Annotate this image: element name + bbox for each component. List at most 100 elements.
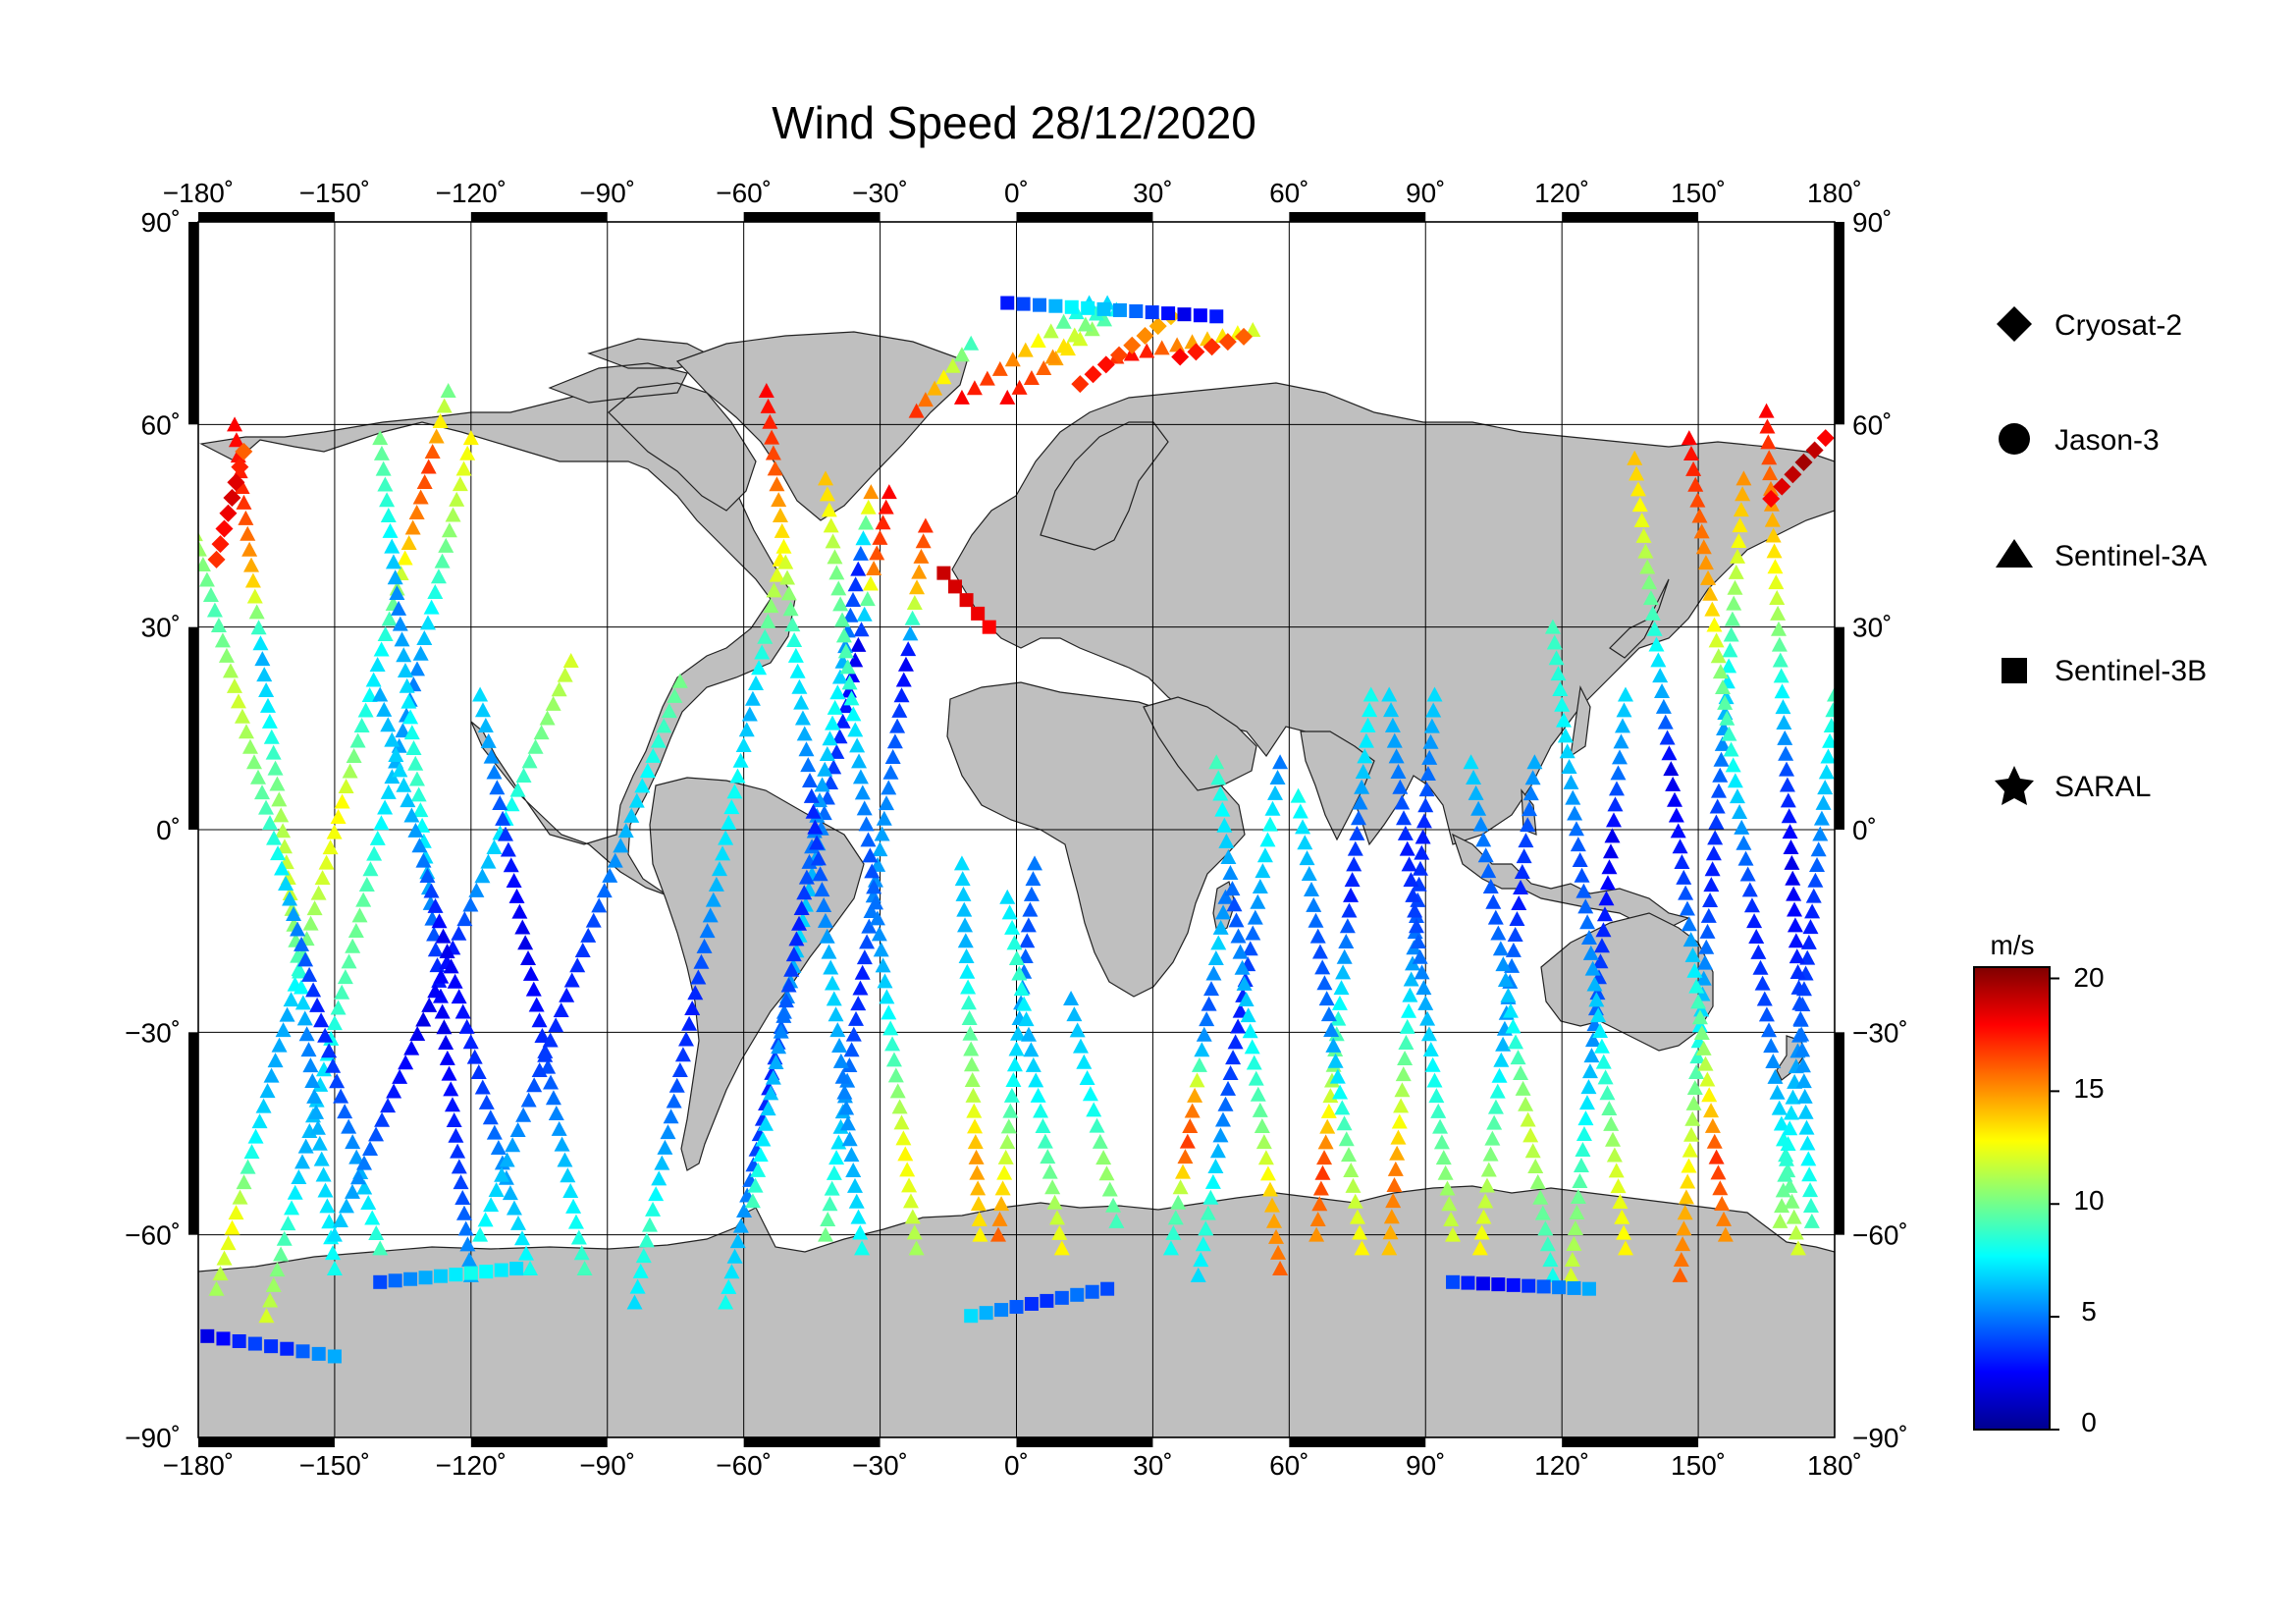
measurement-point xyxy=(364,1210,381,1225)
measurement-point xyxy=(1412,860,1428,876)
measurement-point xyxy=(822,730,838,746)
measurement-point xyxy=(1741,882,1758,897)
measurement-point xyxy=(769,567,785,582)
measurement-point xyxy=(397,550,413,566)
measurement-point xyxy=(1605,812,1622,828)
measurement-point xyxy=(1341,1147,1358,1163)
measurement-point xyxy=(1267,784,1284,800)
measurement-point xyxy=(755,1131,772,1147)
x-tick-labels-top: −180˚ −150˚ −120˚ −90˚ −60˚ −30˚ 0˚ 30˚ … xyxy=(163,178,1862,208)
measurement-point xyxy=(1041,1163,1058,1179)
measurement-point xyxy=(1392,779,1409,794)
measurement-point xyxy=(1230,1018,1247,1034)
measurement-point xyxy=(825,715,841,730)
measurement-point xyxy=(1329,1068,1346,1084)
frame-bar-bottom xyxy=(743,1437,881,1447)
measurement-point xyxy=(1272,1261,1289,1276)
measurement-point xyxy=(1325,1037,1342,1053)
measurement-point xyxy=(206,602,223,618)
measurement-point xyxy=(560,1167,576,1183)
measurement-point xyxy=(1210,770,1227,785)
measurement-point xyxy=(1708,1149,1725,1164)
measurement-point xyxy=(989,1226,1006,1242)
measurement-point xyxy=(562,653,579,669)
measurement-point xyxy=(1497,971,1514,987)
measurement-point xyxy=(1064,299,1079,314)
measurement-point xyxy=(803,787,820,803)
measurement-point xyxy=(687,985,704,1001)
measurement-point xyxy=(274,860,291,876)
measurement-point xyxy=(297,1138,314,1154)
measurement-point xyxy=(1641,574,1658,590)
measurement-point xyxy=(1691,1017,1708,1033)
measurement-point xyxy=(1617,1240,1633,1256)
measurement-point xyxy=(860,499,877,514)
measurement-point xyxy=(1187,343,1205,361)
y-tick-labels-left: 90˚ 60˚ 30˚ 0˚ −30˚ −60˚ −90˚ xyxy=(125,207,181,1453)
measurement-point xyxy=(1053,1240,1070,1256)
measurement-point xyxy=(329,1073,346,1089)
measurement-point xyxy=(1419,1010,1436,1026)
measurement-point xyxy=(1023,1042,1040,1057)
measurement-point xyxy=(379,492,396,508)
measurement-point xyxy=(279,1006,295,1022)
measurement-point xyxy=(819,745,835,761)
measurement-point xyxy=(517,935,534,950)
measurement-point xyxy=(1703,1103,1720,1118)
frame-bar-bottom xyxy=(470,1437,608,1447)
measurement-point xyxy=(1773,668,1789,683)
measurement-point xyxy=(1667,791,1683,807)
measurement-point xyxy=(839,1115,856,1131)
measurement-point xyxy=(1771,1100,1788,1115)
measurement-point xyxy=(269,776,286,791)
measurement-point xyxy=(917,517,934,533)
measurement-point xyxy=(415,852,432,868)
measurement-point xyxy=(282,891,298,906)
measurement-point xyxy=(1696,954,1713,970)
measurement-point xyxy=(1145,305,1159,320)
measurement-point xyxy=(1544,1267,1561,1282)
measurement-point xyxy=(863,484,880,500)
measurement-point xyxy=(1776,715,1792,730)
measurement-point xyxy=(1723,741,1739,757)
measurement-point xyxy=(741,706,758,722)
measurement-point xyxy=(1354,779,1370,794)
measurement-point xyxy=(366,845,383,861)
measurement-point xyxy=(818,1226,834,1242)
measurement-point xyxy=(1003,1087,1020,1103)
x-tick-label: 150˚ xyxy=(1671,178,1726,208)
measurement-point xyxy=(480,732,497,748)
measurement-point xyxy=(1048,298,1063,313)
measurement-point xyxy=(860,832,877,847)
measurement-point xyxy=(738,722,755,737)
measurement-point xyxy=(827,699,843,715)
measurement-point xyxy=(1678,885,1694,900)
measurement-point xyxy=(1394,1082,1411,1098)
measurement-point xyxy=(1683,1126,1700,1142)
measurement-point xyxy=(291,1169,307,1185)
x-tick-label: 120˚ xyxy=(1534,178,1589,208)
x-tick-label: 180˚ xyxy=(1807,178,1862,208)
measurement-point xyxy=(791,915,808,931)
measurement-point xyxy=(1244,1039,1260,1055)
measurement-point xyxy=(957,917,974,933)
measurement-point xyxy=(258,1308,275,1324)
measurement-point xyxy=(254,651,271,667)
measurement-point xyxy=(1088,305,1104,321)
measurement-point xyxy=(856,800,873,816)
measurement-point xyxy=(1805,441,1824,460)
colorbar: m/s 0 5 10 15 20 xyxy=(1973,930,2105,1437)
measurement-point xyxy=(1333,980,1350,996)
measurement-point xyxy=(514,919,531,935)
measurement-point xyxy=(435,928,452,944)
measurement-point xyxy=(1381,1240,1398,1256)
measurement-point xyxy=(296,1010,313,1026)
measurement-point xyxy=(831,1037,848,1053)
measurement-point xyxy=(1136,326,1154,345)
measurement-point xyxy=(509,1262,524,1276)
measurement-point xyxy=(563,972,580,988)
legend-item-sentinel3a: Sentinel-3A xyxy=(1996,539,2207,572)
measurement-point xyxy=(436,398,453,413)
measurement-point xyxy=(1189,1072,1205,1088)
measurement-point xyxy=(967,1118,984,1134)
